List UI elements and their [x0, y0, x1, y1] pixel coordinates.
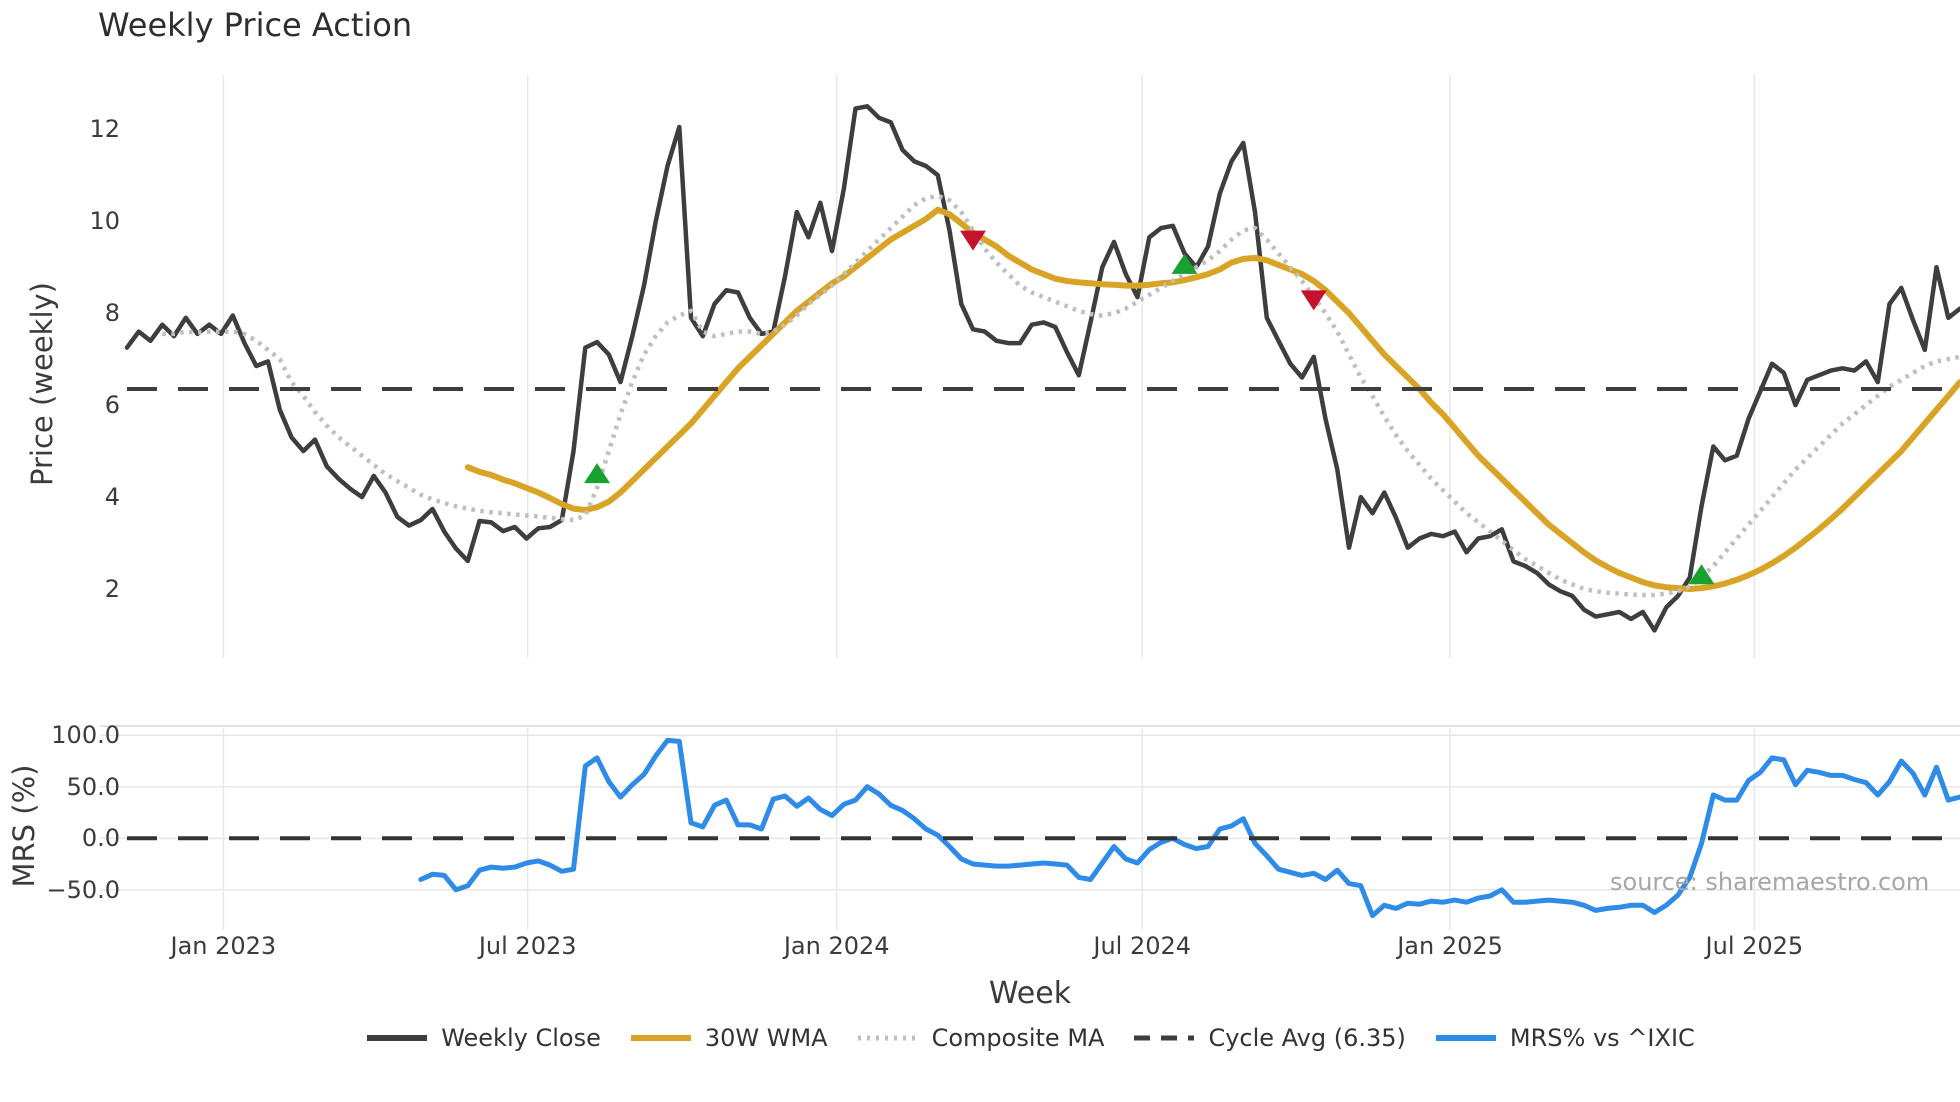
price-tick-label: 8: [104, 299, 120, 328]
mrs-tick-label: 0.0: [81, 824, 120, 853]
legend: Weekly Close 30W WMA Composite MA Cycle Avg…: [100, 1024, 1960, 1052]
legend-item-30w-wma: 30W WMA: [629, 1024, 828, 1052]
buy-signal-marker: [1171, 253, 1198, 274]
sell-signal-marker: [1300, 290, 1327, 311]
price-tick-label: 6: [104, 391, 120, 420]
x-tick-label: Jan 2023: [170, 932, 277, 960]
legend-label: MRS% vs ^IXIC: [1509, 1024, 1695, 1052]
mrs-tick-label: 50.0: [66, 772, 120, 801]
x-tick-label: Jul 2024: [1093, 932, 1192, 960]
legend-item-weekly-close: Weekly Close: [365, 1024, 601, 1052]
legend-item-composite-ma: Composite MA: [856, 1024, 1105, 1052]
x-tick-label: Jul 2025: [1705, 932, 1804, 960]
chart-title: Weekly Price Action: [98, 6, 413, 44]
series-mrs-vs-ixic: [418, 737, 1960, 919]
legend-swatch: [857, 1035, 918, 1041]
legend-swatch: [630, 1035, 691, 1041]
legend-swatch: [367, 1035, 428, 1041]
price-tick-label: 12: [89, 115, 120, 144]
sell-signal-marker: [960, 230, 987, 251]
legend-label: Weekly Close: [441, 1024, 601, 1052]
legend-item-mrs-vs-ixic: MRS% vs ^IXIC: [1434, 1024, 1695, 1052]
series-weekly-close: [124, 104, 1960, 633]
mrs-tick-label: 100.0: [51, 721, 120, 750]
price-tick-label: 2: [104, 575, 120, 604]
x-tick-label: Jan 2025: [1397, 932, 1503, 960]
mrs-axis-label: MRS (%): [7, 764, 41, 888]
legend-label: 30W WMA: [704, 1024, 828, 1052]
legend-swatch: [1435, 1035, 1496, 1041]
x-tick-label: Jul 2023: [478, 932, 577, 960]
legend-item-cycle-avg-6-35-: Cycle Avg (6.35): [1132, 1024, 1406, 1052]
series-30w-wma: [464, 206, 1960, 592]
source-watermark: source: sharemaestro.com: [1610, 868, 1930, 896]
legend-swatch: [1134, 1035, 1195, 1041]
price-tick-label: 4: [104, 483, 120, 512]
legend-label: Cycle Avg (6.35): [1208, 1024, 1406, 1052]
mrs-tick-label: −50.0: [46, 875, 120, 904]
buy-signal-marker: [1688, 564, 1715, 585]
price-tick-label: 10: [89, 207, 120, 236]
x-axis-label: Week: [988, 976, 1072, 1011]
series-composite-ma: [162, 193, 1960, 598]
x-tick-label: Jan 2024: [783, 932, 890, 960]
buy-signal-marker: [584, 463, 611, 484]
legend-label: Composite MA: [931, 1024, 1105, 1052]
